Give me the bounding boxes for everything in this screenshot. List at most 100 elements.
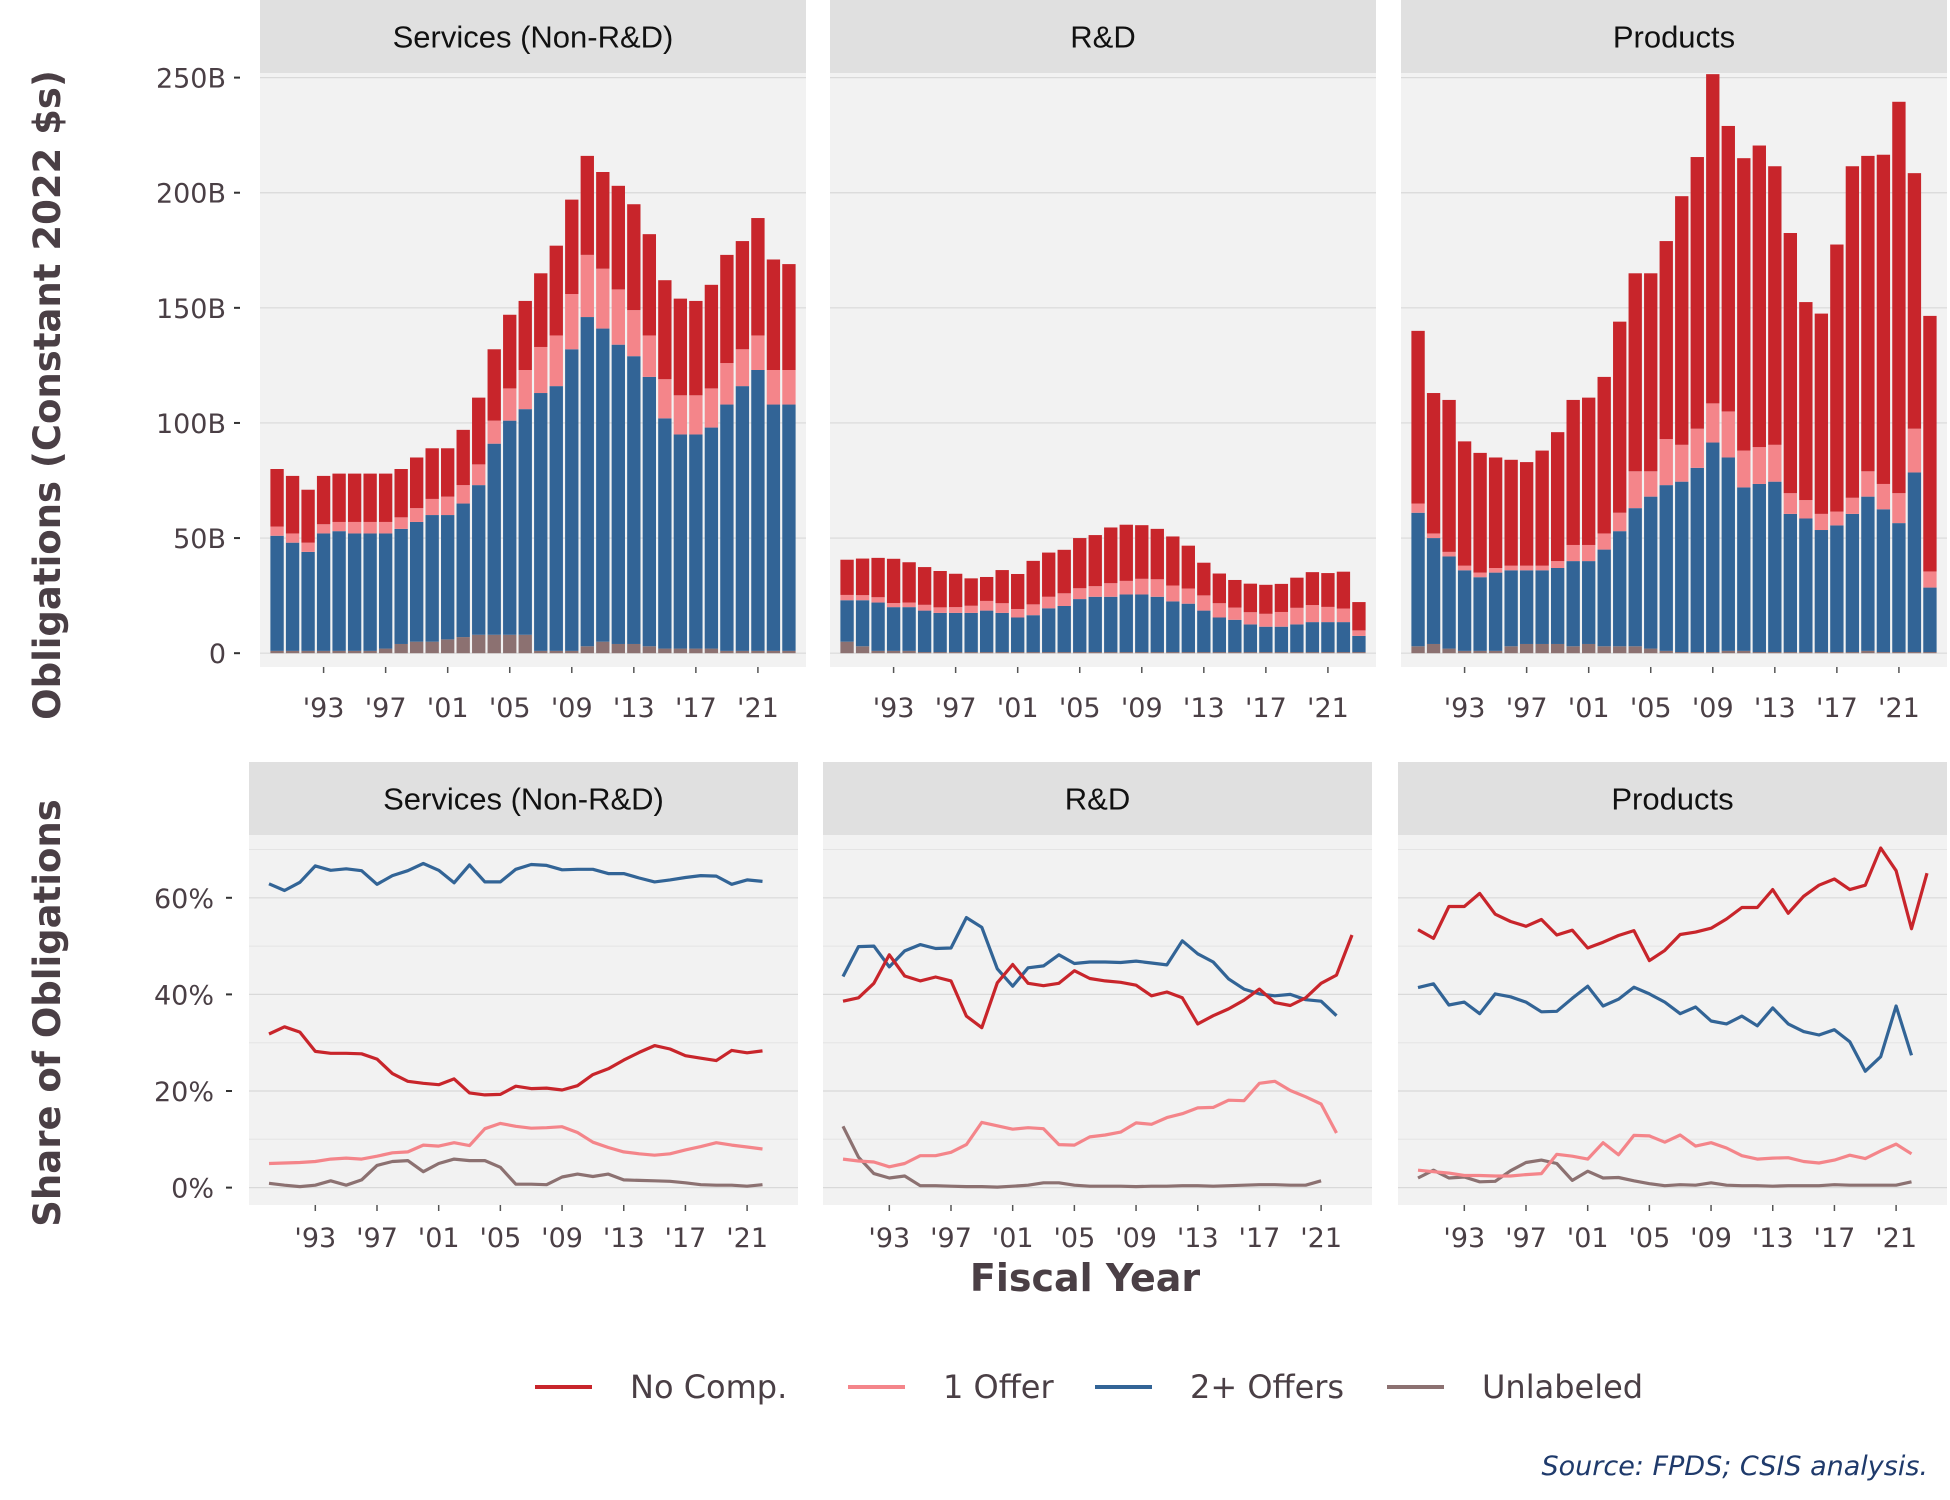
bar-1-offer-2014 xyxy=(1212,603,1227,618)
bar-no-comp-2018 xyxy=(704,284,719,389)
bar-no-comp-1994 xyxy=(1473,452,1487,573)
x-tick-label: '13 xyxy=(1177,1223,1219,1254)
bar-unlabeled-2014 xyxy=(1212,652,1227,654)
bar-1-offer-1994 xyxy=(902,602,916,608)
bar-no-comp-2017 xyxy=(689,300,703,396)
bar-2-offers-1993 xyxy=(1457,570,1472,651)
x-tick-label: '13 xyxy=(1752,1223,1794,1254)
bar-unlabeled-1992 xyxy=(871,650,885,654)
x-tick-label: '17 xyxy=(1245,693,1287,724)
bar-no-comp-1996 xyxy=(1504,459,1518,566)
bar-no-comp-1995 xyxy=(917,567,932,605)
bar-unlabeled-2003 xyxy=(1613,646,1627,654)
line-unlabeled xyxy=(1417,1158,1912,1188)
bar-unlabeled-1998 xyxy=(1535,643,1549,654)
bar-no-comp-2001 xyxy=(1582,397,1596,545)
bar-unlabeled-2013 xyxy=(1768,652,1782,654)
bar-unlabeled-2023 xyxy=(782,650,796,654)
bar-1-offer-2019 xyxy=(1861,471,1875,497)
bar-1-offer-1998 xyxy=(964,605,978,613)
bar-no-comp-1994 xyxy=(332,473,346,522)
bar-1-offer-2013 xyxy=(627,310,641,357)
bar-unlabeled-2013 xyxy=(1197,652,1211,654)
bar-unlabeled-2009 xyxy=(565,650,579,654)
x-tick-label: '05 xyxy=(1053,1223,1095,1254)
bar-no-comp-1993 xyxy=(1457,441,1472,566)
bar-no-comp-2015 xyxy=(1799,302,1813,501)
y-tick-label: 100B xyxy=(156,409,226,440)
bar-1-offer-2013 xyxy=(1768,444,1782,482)
bar-unlabeled-2020 xyxy=(735,650,750,654)
bar-2-offers-1998 xyxy=(1535,570,1549,644)
bar-no-comp-2018 xyxy=(1845,166,1860,498)
bar-1-offer-2017 xyxy=(1830,511,1844,526)
panel-strip xyxy=(823,762,1372,835)
x-axis-label: Fiscal Year xyxy=(970,1256,1200,1300)
bar-unlabeled-2001 xyxy=(441,639,455,654)
bar-no-comp-2002 xyxy=(1597,376,1611,534)
bar-2-offers-2010 xyxy=(1721,457,1735,651)
bar-1-offer-2003 xyxy=(1613,512,1627,532)
bar-1-offer-1992 xyxy=(871,597,885,603)
bar-2-offers-2000 xyxy=(995,612,1009,653)
bar-1-offer-2011 xyxy=(596,268,610,329)
bar-no-comp-2019 xyxy=(1861,155,1875,472)
bar-2-offers-1996 xyxy=(933,612,947,653)
bar-1-offer-2015 xyxy=(658,379,672,419)
bar-unlabeled-2018 xyxy=(1274,652,1289,654)
bar-no-comp-2014 xyxy=(1783,233,1798,494)
panel-strip-title: Products xyxy=(1611,782,1733,817)
bar-2-offers-2013 xyxy=(1768,481,1782,653)
bar-no-comp-2022 xyxy=(766,259,781,370)
bottom-y-axis-label: Share of Obligations xyxy=(26,799,69,1227)
panel-strip xyxy=(1401,0,1947,73)
bar-no-comp-1993 xyxy=(316,475,331,525)
bar-unlabeled-1996 xyxy=(1504,646,1518,654)
bar-2-offers-2021 xyxy=(1892,523,1906,653)
bar-no-comp-2005 xyxy=(503,314,517,389)
bar-2-offers-2011 xyxy=(1166,601,1180,653)
bar-2-offers-2008 xyxy=(549,386,563,651)
bar-2-offers-2019 xyxy=(1861,496,1875,651)
bar-2-offers-2013 xyxy=(627,356,641,644)
x-tick-label: '01 xyxy=(1568,693,1610,724)
bar-1-offer-2016 xyxy=(673,395,688,435)
bar-1-offer-2019 xyxy=(720,363,734,405)
bar-2-offers-1999 xyxy=(409,521,424,642)
bar-unlabeled-2015 xyxy=(1799,652,1813,654)
x-tick-label: '93 xyxy=(1444,693,1486,724)
y-tick-label: 0 xyxy=(209,639,226,670)
x-tick-label: '17 xyxy=(665,1223,707,1254)
bar-1-offer-2002 xyxy=(456,485,470,504)
bar-1-offer-2001 xyxy=(1011,608,1025,618)
bar-no-comp-2012 xyxy=(1752,145,1766,448)
y-tick-label: 40% xyxy=(154,980,214,1011)
legend-label-two-plus: 2+ Offers xyxy=(1190,1368,1344,1406)
bar-no-comp-1997 xyxy=(1519,462,1534,566)
bar-1-offer-2015 xyxy=(1228,607,1242,620)
x-tick-label: '97 xyxy=(930,1223,972,1254)
bar-unlabeled-2013 xyxy=(627,643,641,654)
bar-1-offer-2013 xyxy=(1197,595,1211,611)
bar-2-offers-2009 xyxy=(1706,442,1720,653)
bar-1-offer-2000 xyxy=(425,498,439,516)
bar-no-comp-2015 xyxy=(1228,579,1242,608)
bar-no-comp-2011 xyxy=(596,172,610,269)
bar-no-comp-2016 xyxy=(1243,583,1258,613)
bar-2-offers-2007 xyxy=(1675,481,1689,653)
bar-no-comp-1999 xyxy=(979,576,994,601)
bar-no-comp-1995 xyxy=(1488,457,1503,568)
panel-strip-title: Products xyxy=(1613,20,1735,55)
bar-2-offers-2001 xyxy=(1011,617,1025,653)
bar-1-offer-2020 xyxy=(1876,483,1891,510)
bar-no-comp-2021 xyxy=(751,218,765,336)
x-tick-label: '93 xyxy=(868,1223,910,1254)
bar-no-comp-2014 xyxy=(642,234,657,336)
panel-background xyxy=(823,835,1372,1205)
bar-unlabeled-2019 xyxy=(1861,650,1875,654)
bar-1-offer-2004 xyxy=(1057,593,1071,606)
bar-unlabeled-1992 xyxy=(301,650,315,654)
bar-no-comp-2004 xyxy=(1057,549,1071,594)
bar-no-comp-1991 xyxy=(285,475,300,534)
bar-1-offer-2018 xyxy=(1845,497,1860,514)
